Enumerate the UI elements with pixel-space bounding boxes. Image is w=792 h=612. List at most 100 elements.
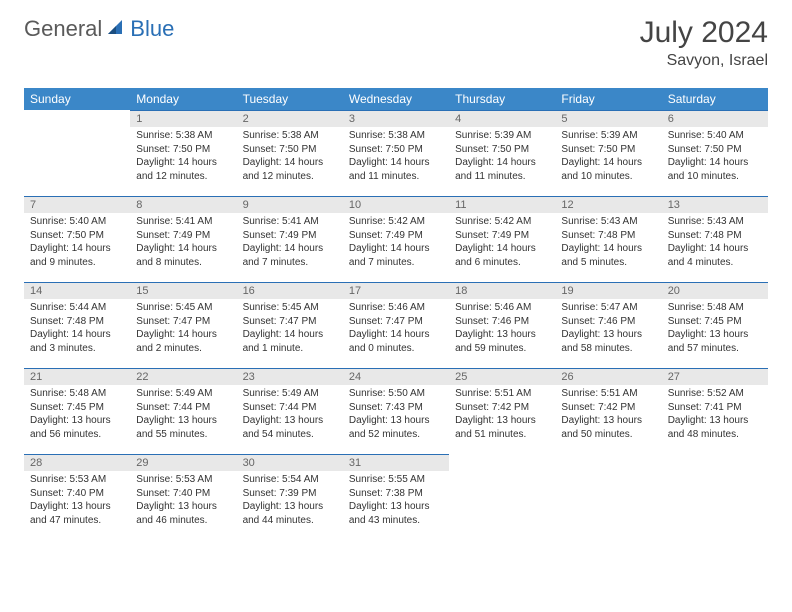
day-details: Sunrise: 5:49 AMSunset: 7:44 PMDaylight:… — [237, 385, 343, 445]
day-line-sr: Sunrise: 5:40 AM — [668, 129, 762, 143]
calendar-cell: 31Sunrise: 5:55 AMSunset: 7:38 PMDayligh… — [343, 454, 449, 540]
day-details: Sunrise: 5:54 AMSunset: 7:39 PMDaylight:… — [237, 471, 343, 531]
day-details: Sunrise: 5:38 AMSunset: 7:50 PMDaylight:… — [130, 127, 236, 187]
calendar-cell: 30Sunrise: 5:54 AMSunset: 7:39 PMDayligh… — [237, 454, 343, 540]
day-number: 13 — [662, 196, 768, 213]
calendar-cell: 10Sunrise: 5:42 AMSunset: 7:49 PMDayligh… — [343, 196, 449, 282]
day-number: 16 — [237, 282, 343, 299]
day-line-ss: Sunset: 7:46 PM — [455, 315, 549, 329]
day-line-ss: Sunset: 7:48 PM — [30, 315, 124, 329]
day-line-dl1: Daylight: 13 hours — [561, 328, 655, 342]
day-line-sr: Sunrise: 5:48 AM — [668, 301, 762, 315]
day-line-sr: Sunrise: 5:46 AM — [455, 301, 549, 315]
day-line-ss: Sunset: 7:43 PM — [349, 401, 443, 415]
day-number: 28 — [24, 454, 130, 471]
calendar-cell: 27Sunrise: 5:52 AMSunset: 7:41 PMDayligh… — [662, 368, 768, 454]
day-line-dl2: and 47 minutes. — [30, 514, 124, 528]
day-line-sr: Sunrise: 5:42 AM — [455, 215, 549, 229]
day-number: 9 — [237, 196, 343, 213]
day-line-sr: Sunrise: 5:40 AM — [30, 215, 124, 229]
day-line-sr: Sunrise: 5:55 AM — [349, 473, 443, 487]
day-line-sr: Sunrise: 5:44 AM — [30, 301, 124, 315]
day-details: Sunrise: 5:42 AMSunset: 7:49 PMDaylight:… — [343, 213, 449, 273]
day-line-ss: Sunset: 7:44 PM — [136, 401, 230, 415]
day-details: Sunrise: 5:53 AMSunset: 7:40 PMDaylight:… — [130, 471, 236, 531]
day-number: 25 — [449, 368, 555, 385]
day-line-dl1: Daylight: 14 hours — [561, 242, 655, 256]
day-number: 11 — [449, 196, 555, 213]
day-line-ss: Sunset: 7:50 PM — [243, 143, 337, 157]
calendar-cell: 29Sunrise: 5:53 AMSunset: 7:40 PMDayligh… — [130, 454, 236, 540]
day-line-dl2: and 50 minutes. — [561, 428, 655, 442]
day-line-dl2: and 5 minutes. — [561, 256, 655, 270]
weekday-header: Saturday — [662, 88, 768, 110]
day-line-dl1: Daylight: 14 hours — [455, 242, 549, 256]
day-details: Sunrise: 5:38 AMSunset: 7:50 PMDaylight:… — [237, 127, 343, 187]
day-line-dl1: Daylight: 13 hours — [668, 328, 762, 342]
day-number: 24 — [343, 368, 449, 385]
day-details: Sunrise: 5:38 AMSunset: 7:50 PMDaylight:… — [343, 127, 449, 187]
day-line-dl1: Daylight: 14 hours — [136, 328, 230, 342]
calendar-cell: 17Sunrise: 5:46 AMSunset: 7:47 PMDayligh… — [343, 282, 449, 368]
day-line-ss: Sunset: 7:48 PM — [668, 229, 762, 243]
day-number: 2 — [237, 110, 343, 127]
day-line-sr: Sunrise: 5:42 AM — [349, 215, 443, 229]
weekday-header: Friday — [555, 88, 661, 110]
day-line-sr: Sunrise: 5:38 AM — [243, 129, 337, 143]
calendar-week-row: 1Sunrise: 5:38 AMSunset: 7:50 PMDaylight… — [24, 110, 768, 196]
calendar-week-row: 14Sunrise: 5:44 AMSunset: 7:48 PMDayligh… — [24, 282, 768, 368]
day-line-dl2: and 59 minutes. — [455, 342, 549, 356]
day-line-dl1: Daylight: 14 hours — [243, 242, 337, 256]
calendar-cell: 14Sunrise: 5:44 AMSunset: 7:48 PMDayligh… — [24, 282, 130, 368]
calendar-cell: 12Sunrise: 5:43 AMSunset: 7:48 PMDayligh… — [555, 196, 661, 282]
title-block: July 2024 Savyon, Israel — [640, 16, 768, 70]
calendar-cell: 25 Sunrise: 5:51 AMSunset: 7:42 PMDayligh… — [449, 368, 555, 454]
day-details: Sunrise: 5:41 AMSunset: 7:49 PMDaylight:… — [237, 213, 343, 273]
day-details: Sunrise: 5:51 AMSunset: 7:42 PMDaylight:… — [555, 385, 661, 445]
day-line-sr: Sunrise: 5:39 AM — [455, 129, 549, 143]
calendar-week-row: 7Sunrise: 5:40 AMSunset: 7:50 PMDaylight… — [24, 196, 768, 282]
day-details: Sunrise: 5:55 AMSunset: 7:38 PMDaylight:… — [343, 471, 449, 531]
month-title: July 2024 — [640, 16, 768, 50]
day-line-sr: Sunrise: 5:41 AM — [243, 215, 337, 229]
day-number: 19 — [555, 282, 661, 299]
day-line-sr: Sunrise: 5:53 AM — [30, 473, 124, 487]
day-line-dl1: Daylight: 13 hours — [349, 414, 443, 428]
calendar-cell: 1Sunrise: 5:38 AMSunset: 7:50 PMDaylight… — [130, 110, 236, 196]
brand-part2: Blue — [130, 16, 174, 42]
day-line-dl2: and 7 minutes. — [243, 256, 337, 270]
day-line-dl1: Daylight: 14 hours — [349, 328, 443, 342]
day-line-sr: Sunrise: 5:38 AM — [349, 129, 443, 143]
day-line-dl1: Daylight: 13 hours — [668, 414, 762, 428]
calendar-cell: 26Sunrise: 5:51 AMSunset: 7:42 PMDayligh… — [555, 368, 661, 454]
day-details: Sunrise: 5:46 AMSunset: 7:47 PMDaylight:… — [343, 299, 449, 359]
day-details: Sunrise: 5:49 AMSunset: 7:44 PMDaylight:… — [130, 385, 236, 445]
day-line-ss: Sunset: 7:50 PM — [561, 143, 655, 157]
calendar-cell: 3Sunrise: 5:38 AMSunset: 7:50 PMDaylight… — [343, 110, 449, 196]
day-line-dl2: and 9 minutes. — [30, 256, 124, 270]
day-line-ss: Sunset: 7:44 PM — [243, 401, 337, 415]
day-line-ss: Sunset: 7:39 PM — [243, 487, 337, 501]
day-line-sr: Sunrise: 5:47 AM — [561, 301, 655, 315]
brand-logo: General Blue — [24, 16, 174, 42]
day-line-dl1: Daylight: 13 hours — [136, 500, 230, 514]
day-line-sr: Sunrise: 5:43 AM — [668, 215, 762, 229]
day-line-ss: Sunset: 7:42 PM — [455, 401, 549, 415]
weekday-header: Tuesday — [237, 88, 343, 110]
day-line-dl2: and 11 minutes. — [349, 170, 443, 184]
day-line-ss: Sunset: 7:49 PM — [243, 229, 337, 243]
calendar-cell: 4Sunrise: 5:39 AMSunset: 7:50 PMDaylight… — [449, 110, 555, 196]
day-details: Sunrise: 5:43 AMSunset: 7:48 PMDaylight:… — [662, 213, 768, 273]
day-line-sr: Sunrise: 5:43 AM — [561, 215, 655, 229]
day-line-ss: Sunset: 7:50 PM — [136, 143, 230, 157]
day-line-sr: Sunrise: 5:51 AM — [455, 387, 549, 401]
day-line-sr: Sunrise: 5:46 AM — [349, 301, 443, 315]
calendar-cell — [555, 454, 661, 540]
day-line-dl1: Daylight: 13 hours — [455, 414, 549, 428]
day-line-dl2: and 58 minutes. — [561, 342, 655, 356]
day-details: Sunrise: 5:48 AMSunset: 7:45 PMDaylight:… — [24, 385, 130, 445]
day-number: 30 — [237, 454, 343, 471]
calendar-cell: 13Sunrise: 5:43 AMSunset: 7:48 PMDayligh… — [662, 196, 768, 282]
day-number: 12 — [555, 196, 661, 213]
day-line-sr: Sunrise: 5:48 AM — [30, 387, 124, 401]
